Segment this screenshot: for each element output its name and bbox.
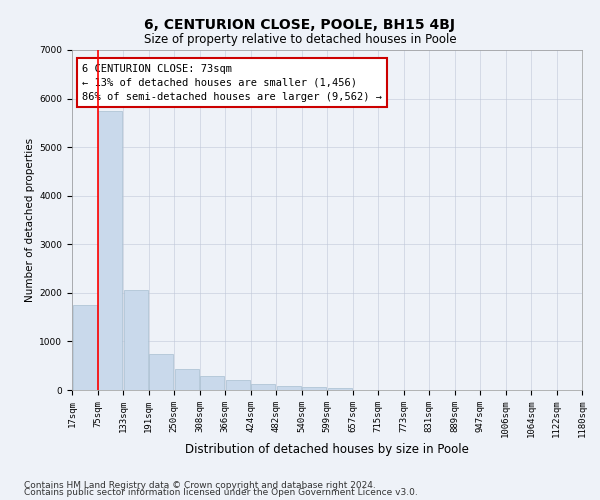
- Bar: [73, 305, 97, 390]
- Bar: [98, 110, 122, 390]
- Bar: [251, 384, 275, 390]
- Text: 6, CENTURION CLOSE, POOLE, BH15 4BJ: 6, CENTURION CLOSE, POOLE, BH15 4BJ: [145, 18, 455, 32]
- Text: Contains public sector information licensed under the Open Government Licence v3: Contains public sector information licen…: [24, 488, 418, 497]
- Bar: [200, 376, 224, 390]
- Text: Contains HM Land Registry data © Crown copyright and database right 2024.: Contains HM Land Registry data © Crown c…: [24, 480, 376, 490]
- Bar: [277, 386, 301, 390]
- Text: Size of property relative to detached houses in Poole: Size of property relative to detached ho…: [143, 32, 457, 46]
- Bar: [149, 354, 173, 390]
- Text: 6 CENTURION CLOSE: 73sqm
← 13% of detached houses are smaller (1,456)
86% of sem: 6 CENTURION CLOSE: 73sqm ← 13% of detach…: [82, 64, 382, 102]
- Bar: [124, 290, 148, 390]
- Bar: [175, 369, 199, 390]
- Bar: [328, 388, 352, 390]
- Bar: [226, 380, 250, 390]
- X-axis label: Distribution of detached houses by size in Poole: Distribution of detached houses by size …: [185, 443, 469, 456]
- Bar: [302, 387, 326, 390]
- Y-axis label: Number of detached properties: Number of detached properties: [25, 138, 35, 302]
